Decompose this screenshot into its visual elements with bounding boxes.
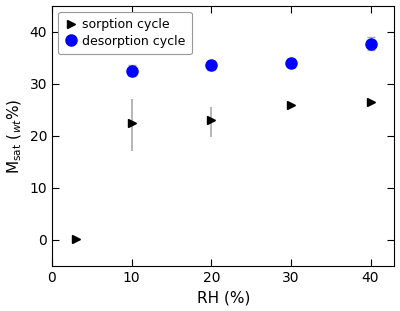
desorption cycle — [129, 69, 134, 72]
desorption cycle — [209, 63, 214, 67]
sorption cycle — [368, 100, 373, 104]
sorption cycle — [129, 121, 134, 125]
Line: desorption cycle: desorption cycle — [126, 38, 376, 76]
sorption cycle — [209, 118, 214, 122]
sorption cycle — [74, 237, 78, 241]
desorption cycle — [288, 61, 293, 65]
Legend: sorption cycle, desorption cycle: sorption cycle, desorption cycle — [58, 12, 192, 54]
desorption cycle — [368, 42, 373, 45]
Y-axis label: M$_\mathrm{sat}$ ($_{wt}$%): M$_\mathrm{sat}$ ($_{wt}$%) — [6, 98, 24, 174]
Line: sorption cycle: sorption cycle — [72, 98, 375, 243]
sorption cycle — [288, 103, 293, 106]
X-axis label: RH (%): RH (%) — [196, 290, 250, 305]
